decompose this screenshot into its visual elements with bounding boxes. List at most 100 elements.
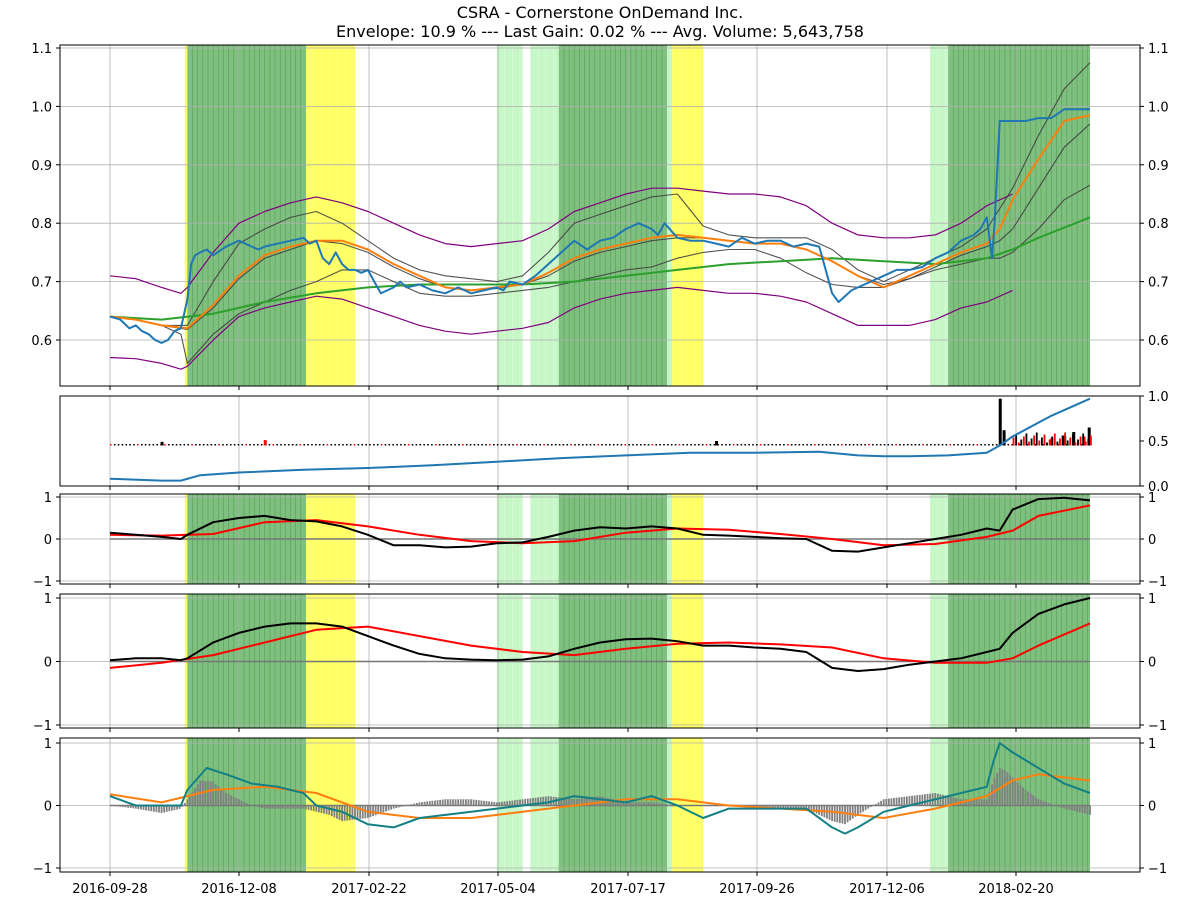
histogram-bar [916,795,919,806]
x-tick-label: 2017-09-26 [719,882,795,897]
volume-bar [156,444,159,446]
volume-bar [268,444,271,446]
volume-bar [148,444,151,446]
histogram-bar [627,802,630,806]
histogram-bar [361,805,364,819]
histogram-bar [666,804,668,806]
x-tick-label: 2016-12-08 [201,882,277,897]
series-osc3-orange [109,773,1091,819]
histogram-bar [890,798,893,806]
histogram-bar [351,805,354,820]
volume-bar [334,444,336,446]
histogram-bar [485,801,488,806]
histogram-bar [408,804,411,806]
volume-bar [748,444,750,446]
volume-bar [218,444,220,446]
histogram-bar [155,805,158,813]
volume-bar [133,444,135,446]
histogram-bar [493,802,496,806]
volume-bar [910,444,913,446]
histogram-bar [498,802,501,806]
histogram-bar [1065,805,1068,810]
histogram-bar [593,796,596,806]
volume-bar [241,444,244,446]
volume-bar [365,444,367,446]
volume-bar [1051,436,1054,446]
histogram-bar [985,799,988,806]
volume-bar [690,444,692,446]
volume-bar [647,444,650,446]
volume-bar [694,444,696,446]
histogram-bar [908,796,911,806]
volume-bar [554,444,557,446]
histogram-bar [495,802,498,806]
histogram-bar [214,784,217,806]
volume-bar [280,444,282,446]
volume-bar [504,444,507,446]
histogram-bar [645,802,648,806]
histogram-bar [885,798,888,806]
histogram-bar [640,802,643,806]
histogram-bar [508,800,511,806]
histogram-bar [833,805,836,822]
y-tick-label: 0.9 [31,159,52,174]
histogram-bar [359,805,362,819]
volume-bar [299,444,302,446]
histogram-bar [263,805,266,809]
histogram-bar [841,805,844,824]
volume-bar [779,444,781,446]
volume-bar [961,444,963,446]
x-tick-label: 2017-02-22 [331,882,407,897]
volume-bar [415,444,418,446]
x-tick-label: 2017-07-17 [590,882,666,897]
histogram-bar [578,798,581,806]
series-price [109,108,1090,344]
volume-bar [1017,442,1020,446]
volume-bar [237,444,240,446]
histogram-bar [810,805,813,812]
histogram-bar [240,800,243,806]
volume-bar [643,444,646,446]
histogram-bar [521,799,524,806]
histogram-bar [862,805,864,812]
volume-bar [651,444,654,446]
volume-bar [998,398,1002,446]
histogram-bar [245,803,248,806]
volume-bar [427,444,429,446]
volume-bar [740,444,743,446]
histogram-bar [954,798,957,806]
volume-bar [1087,427,1091,446]
histogram-bar [1047,803,1050,806]
volume-bar [825,444,828,446]
panel-frame [59,395,1141,487]
histogram-bar [1083,805,1086,814]
histogram-bar [336,805,338,819]
histogram-bar [784,805,787,809]
volume-bar [1011,444,1013,446]
volume-bar [287,444,290,446]
y-tick-label: −1 [33,575,52,590]
volume-bar [473,444,476,446]
volume-bar [605,444,607,446]
histogram-bar [1022,787,1024,806]
histogram-bar [207,781,209,806]
histogram-bar [134,805,137,809]
volume-bar [639,444,642,446]
histogram-bar [472,799,475,806]
volume-bar [837,444,839,446]
y-tick-label-right: 1 [1148,737,1156,752]
volume-bar [260,444,263,446]
histogram-bar [511,800,514,806]
histogram-bar [152,805,155,812]
volume-bar [589,444,592,446]
histogram-bar [1071,805,1073,811]
histogram-bar [310,805,313,811]
histogram-bar [805,805,808,809]
panel-frame [59,44,1141,387]
histogram-bar [449,799,452,806]
volume-bar [1041,437,1043,446]
histogram-bar [209,781,212,806]
volume-bar [303,444,306,446]
volume-bar [446,444,449,446]
histogram-bar [539,797,542,806]
